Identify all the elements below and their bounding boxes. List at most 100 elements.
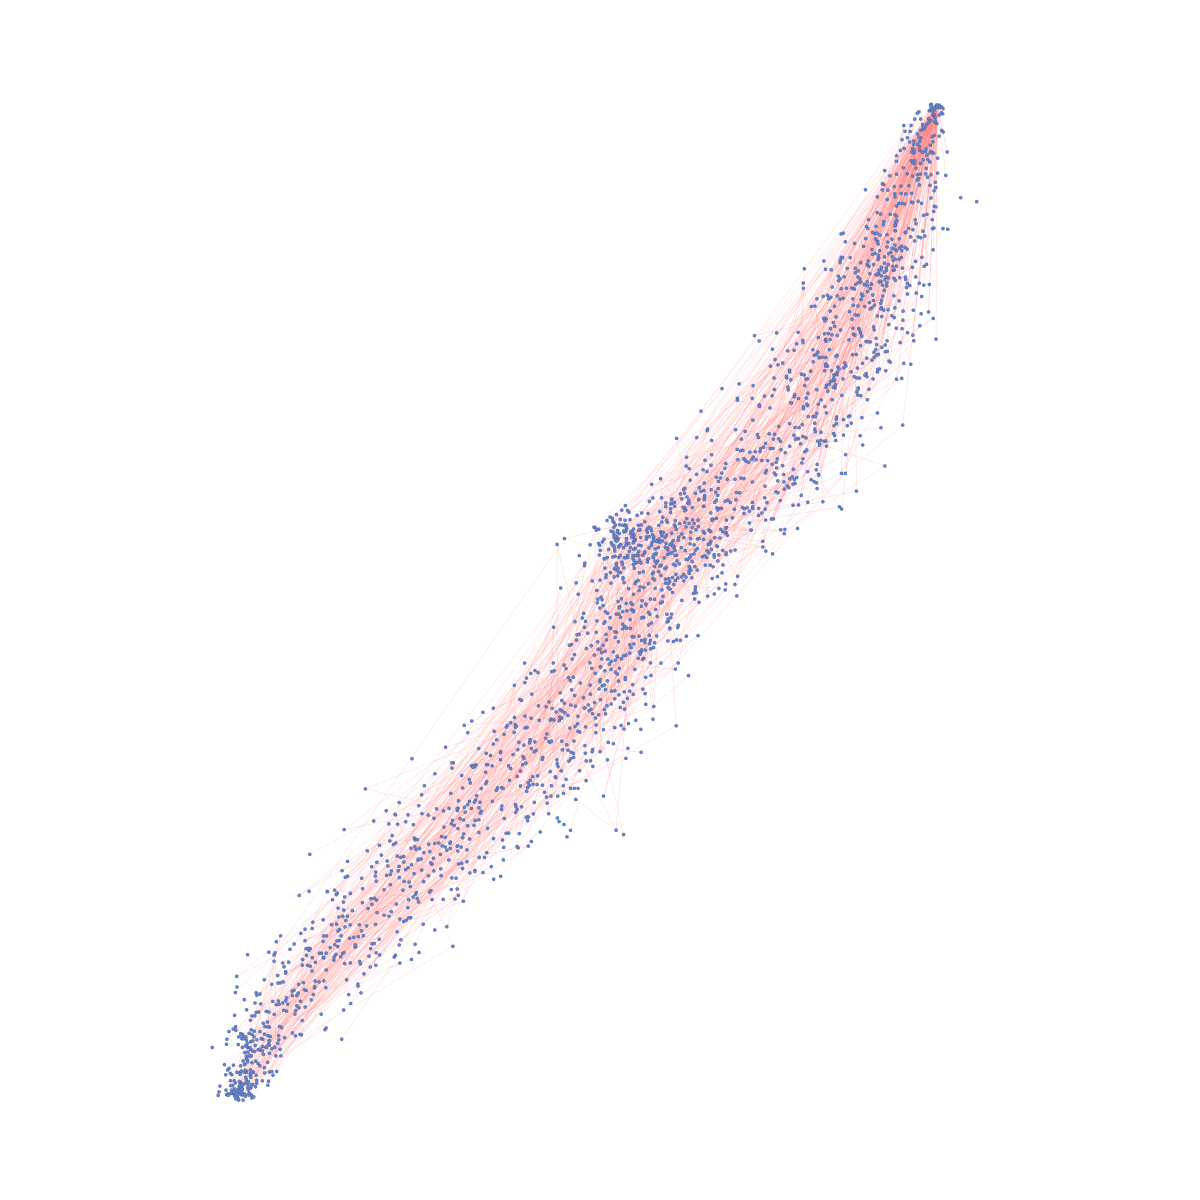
graph-node [809,477,813,482]
graph-edge [686,419,754,467]
graph-node [702,493,707,498]
graph-node [499,807,504,812]
graph-node [714,516,719,521]
graph-node [877,268,881,272]
graph-edge [521,652,602,701]
graph-node [903,192,908,196]
graph-node [588,683,593,687]
graph-edge [752,472,766,507]
graph-node [672,582,676,587]
graph-edge [593,282,859,528]
graph-node [928,151,933,155]
graph-edge [740,339,826,451]
graph-edge [246,723,629,1041]
graph-node [815,486,819,491]
graph-node [762,394,767,398]
graph-node [618,615,623,620]
graph-edge [820,106,938,401]
graph-node [747,509,752,514]
graph-node [739,437,744,441]
graph-node [238,1064,243,1068]
graph-edge [527,643,650,788]
graph-node [438,867,443,871]
graph-node [750,500,755,505]
graph-node [925,212,929,217]
graph-edge [537,670,555,776]
graph-edge [555,702,624,778]
graph-node [830,379,834,383]
graph-node [565,742,569,747]
graph-edge [254,726,576,1052]
graph-node [884,268,889,273]
graph-node [913,218,918,222]
graph-edge [529,677,626,740]
graph-node [529,839,534,844]
graph-node [248,1075,253,1080]
graph-node [664,518,669,523]
graph-node [621,700,626,705]
graph-node [596,713,601,717]
graph-node [455,844,460,848]
graph-node [924,262,929,267]
graph-node [668,627,672,631]
graph-edge [901,106,938,204]
graph-node [353,942,358,947]
graph-node [911,142,916,147]
graph-node [518,784,523,788]
graph-edge [902,106,938,426]
graph-node [598,697,603,702]
graph-node [912,161,917,166]
graph-node [234,1028,238,1033]
graph-node [629,600,633,605]
graph-edge [570,538,635,681]
graph-edge [413,541,661,825]
graph-edge [672,106,938,547]
graph-node [761,445,766,449]
graph-node [231,1027,235,1031]
graph-edge [921,106,938,258]
graph-edge [833,354,878,434]
graph-node [276,1038,281,1042]
graph-edge [570,662,662,706]
graph-node [710,518,715,523]
graph-node [917,176,921,181]
graph-edge [658,348,773,526]
graph-node [598,548,603,553]
graph-node [808,369,813,374]
graph-node [569,688,574,692]
graph-node [307,889,311,894]
graph-node [878,279,883,284]
graph-node [910,146,915,151]
graph-node [235,985,239,989]
graph-edge [886,246,889,265]
graph-node [361,933,366,938]
graph-node [411,822,416,827]
graph-node [224,1042,229,1047]
graph-node [958,195,963,200]
graph-node [860,361,865,366]
graph-node [614,512,619,517]
graph-node [885,281,889,285]
graph-edge [304,944,356,990]
graph-node [640,657,645,662]
graph-node [879,298,884,303]
graph-edge [567,530,640,751]
graph-edge [660,478,677,726]
graph-node [671,639,676,644]
graph-edge [620,388,723,520]
graph-node [636,554,641,558]
graph-node [363,787,368,791]
graph-node [884,368,888,373]
graph-node [522,743,526,747]
graph-node [882,288,887,293]
graph-node [241,1098,245,1102]
graph-edge [798,366,828,506]
graph-node [709,438,714,443]
graph-edge [814,345,861,424]
graph-node [365,849,370,853]
graph-node [647,633,652,638]
graph-edge [388,787,571,917]
graph-edge [807,253,876,472]
graph-edge [773,106,938,519]
graph-node [644,602,648,607]
